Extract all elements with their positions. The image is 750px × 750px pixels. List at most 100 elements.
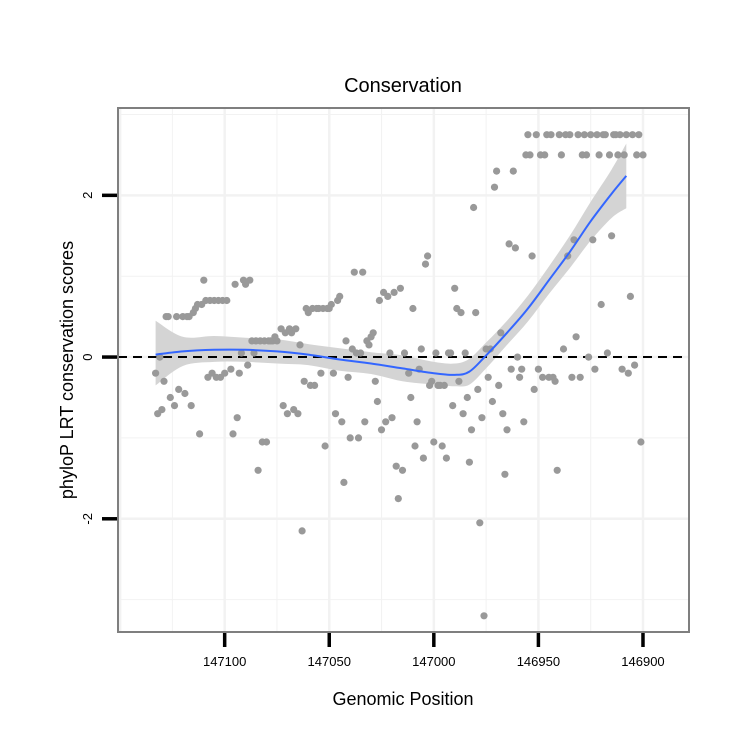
data-point: [614, 151, 622, 159]
x-tick-label: 147000: [412, 654, 455, 669]
data-point: [467, 426, 476, 434]
data-point: [497, 329, 505, 337]
data-point: [419, 454, 427, 462]
data-point: [532, 131, 540, 139]
data-point: [392, 462, 400, 470]
data-point: [160, 377, 168, 385]
data-point: [639, 151, 647, 159]
data-point: [459, 410, 467, 418]
chart-title: Conservation: [344, 75, 462, 97]
data-point: [488, 397, 496, 406]
data-point: [292, 325, 300, 333]
data-point: [371, 377, 379, 385]
data-point: [451, 284, 459, 292]
data-point: [365, 341, 373, 349]
data-point: [340, 478, 348, 486]
data-point: [622, 131, 630, 139]
y-tick-label: -2: [80, 513, 95, 525]
panel-border: [117, 107, 690, 633]
data-point: [539, 373, 547, 381]
y-tick-label: 2: [80, 192, 95, 199]
data-point: [382, 418, 390, 426]
data-point: [336, 292, 344, 300]
x-axis-label: Genomic Position: [332, 689, 473, 709]
data-point: [463, 393, 471, 402]
data-point: [361, 418, 369, 426]
data-point: [608, 232, 616, 240]
data-point: [273, 337, 281, 345]
data-point: [461, 349, 469, 357]
confidence-band-layer: [155, 143, 627, 387]
data-point: [359, 268, 367, 276]
data-point: [503, 426, 511, 434]
data-point: [518, 365, 526, 373]
data-point: [457, 309, 465, 317]
data-point: [618, 365, 626, 373]
data-point: [528, 252, 536, 260]
data-point: [181, 389, 189, 398]
data-point: [321, 442, 329, 450]
data-point: [582, 151, 591, 159]
data-point: [455, 377, 463, 385]
data-point: [637, 438, 645, 446]
data-point: [530, 385, 538, 393]
data-point: [585, 353, 593, 361]
data-point: [524, 131, 532, 139]
data-point: [246, 276, 254, 284]
data-point: [580, 131, 589, 139]
data-point: [200, 276, 208, 284]
data-point: [566, 131, 574, 139]
data-point: [394, 495, 402, 503]
data-point: [495, 381, 503, 389]
data-point: [173, 313, 181, 321]
data-point: [262, 438, 271, 446]
x-tick-label: 146950: [517, 654, 560, 669]
data-point: [424, 252, 432, 260]
data-point: [294, 410, 302, 418]
data-point: [601, 131, 609, 139]
data-point: [547, 131, 555, 139]
data-point: [520, 418, 528, 426]
data-point: [428, 377, 436, 385]
data-point: [474, 385, 482, 393]
data-point: [373, 397, 381, 406]
data-point: [534, 365, 543, 373]
data-point: [447, 349, 455, 357]
data-point: [388, 414, 396, 422]
data-point: [593, 131, 601, 139]
data-point: [587, 131, 595, 139]
data-point: [413, 418, 421, 426]
x-tick-label: 147100: [203, 654, 246, 669]
data-point: [553, 466, 561, 474]
data-point: [152, 369, 160, 377]
data-point: [369, 329, 377, 337]
confidence-band: [155, 143, 627, 387]
data-point: [568, 373, 576, 381]
data-point: [298, 527, 306, 535]
data-point: [187, 402, 195, 410]
data-point: [405, 369, 413, 377]
data-point: [331, 410, 340, 418]
data-point: [576, 373, 584, 381]
data-point: [235, 369, 243, 377]
y-tick-label: 0: [80, 353, 95, 360]
data-point: [478, 414, 486, 422]
data-point: [465, 458, 473, 466]
data-point: [390, 288, 398, 296]
data-point: [516, 373, 524, 381]
data-point: [480, 612, 488, 620]
x-axis: 147100 147050 147000 146950 146900: [203, 633, 665, 669]
data-point: [499, 410, 507, 418]
data-point: [509, 167, 517, 175]
data-point: [591, 365, 599, 373]
data-point: [421, 260, 430, 268]
data-point: [296, 341, 304, 349]
smooth-curve: [155, 175, 628, 376]
data-point: [635, 131, 643, 139]
data-point: [346, 434, 354, 442]
data-point: [574, 131, 582, 139]
data-point: [417, 345, 425, 353]
y-axis: -2 0 2: [80, 192, 117, 525]
data-point: [589, 236, 597, 244]
